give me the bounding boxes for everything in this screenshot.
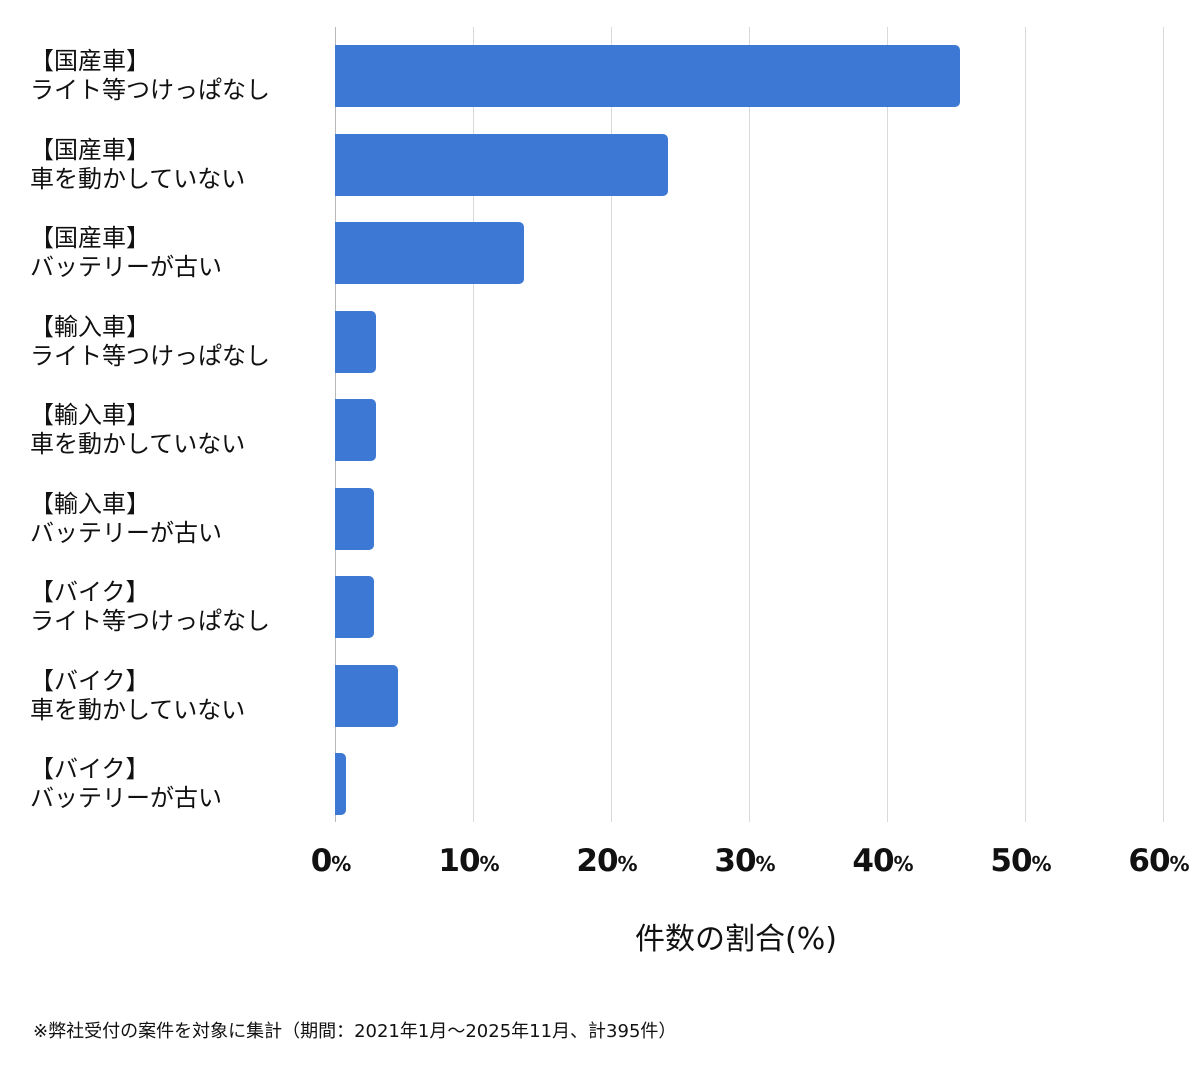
category-label: 【国産車】 バッテリーが古い	[30, 224, 330, 282]
category-group: 【輸入車】	[30, 401, 150, 429]
footnote: ※弊社受付の案件を対象に集計（期間：2021年1月〜2025年11月、計395件…	[33, 1021, 677, 1042]
bar	[335, 310, 377, 373]
x-tick-label: 20%	[576, 843, 638, 879]
x-tick-label: 10%	[438, 843, 500, 879]
gridline	[887, 27, 888, 822]
category-name: ライト等つけっぱなし	[30, 607, 270, 635]
category-label: 【バイク】 ライト等つけっぱなし	[30, 578, 330, 636]
category-group: 【バイク】	[30, 755, 150, 783]
category-label: 【国産車】 車を動かしていない	[30, 136, 330, 194]
category-group: 【輸入車】	[30, 312, 150, 341]
category-label: 【輸入車】 車を動かしていない	[30, 401, 330, 459]
bar	[335, 487, 374, 550]
category-name: バッテリーが古い	[30, 784, 222, 812]
category-label: 【輸入車】 バッテリーが古い	[30, 490, 330, 548]
category-name: バッテリーが古い	[30, 253, 222, 281]
category-group: 【輸入車】	[30, 489, 150, 518]
category-name: 車を動かしていない	[30, 164, 246, 193]
category-name: 車を動かしていない	[30, 430, 246, 458]
category-label: 【バイク】 車を動かしていない	[30, 667, 330, 725]
gridline	[1163, 27, 1164, 822]
gridline	[1025, 27, 1026, 822]
x-tick-label: 50%	[990, 843, 1052, 879]
x-tick-label: 0%	[310, 843, 352, 879]
bar	[335, 576, 374, 638]
category-name: バッテリーが古い	[30, 518, 222, 547]
category-name: ライト等つけっぱなし	[30, 76, 270, 104]
x-tick-label: 60%	[1128, 843, 1190, 879]
category-label: 【国産車】 ライト等つけっぱなし	[30, 47, 330, 105]
gridline	[749, 27, 750, 822]
category-name: 車を動かしていない	[30, 695, 246, 724]
category-group: 【国産車】	[30, 47, 150, 75]
gridline	[611, 27, 612, 822]
bar	[335, 222, 525, 284]
category-group: 【バイク】	[30, 578, 150, 606]
bar	[335, 133, 668, 196]
category-group: 【バイク】	[30, 666, 150, 695]
category-label: 【バイク】 バッテリーが古い	[30, 755, 330, 813]
gridline	[473, 27, 474, 822]
x-axis-label: 件数の割合(%)	[635, 922, 837, 957]
bar	[335, 399, 377, 461]
category-group: 【国産車】	[30, 224, 150, 252]
x-tick-label: 30%	[714, 843, 776, 879]
bar	[335, 45, 961, 107]
bar	[335, 664, 399, 727]
x-tick-label: 40%	[852, 843, 914, 879]
plot-area	[335, 27, 1164, 822]
bar	[335, 753, 347, 815]
category-group: 【国産車】	[30, 135, 150, 164]
category-name: ライト等つけっぱなし	[30, 341, 270, 370]
category-label: 【輸入車】 ライト等つけっぱなし	[30, 313, 330, 371]
